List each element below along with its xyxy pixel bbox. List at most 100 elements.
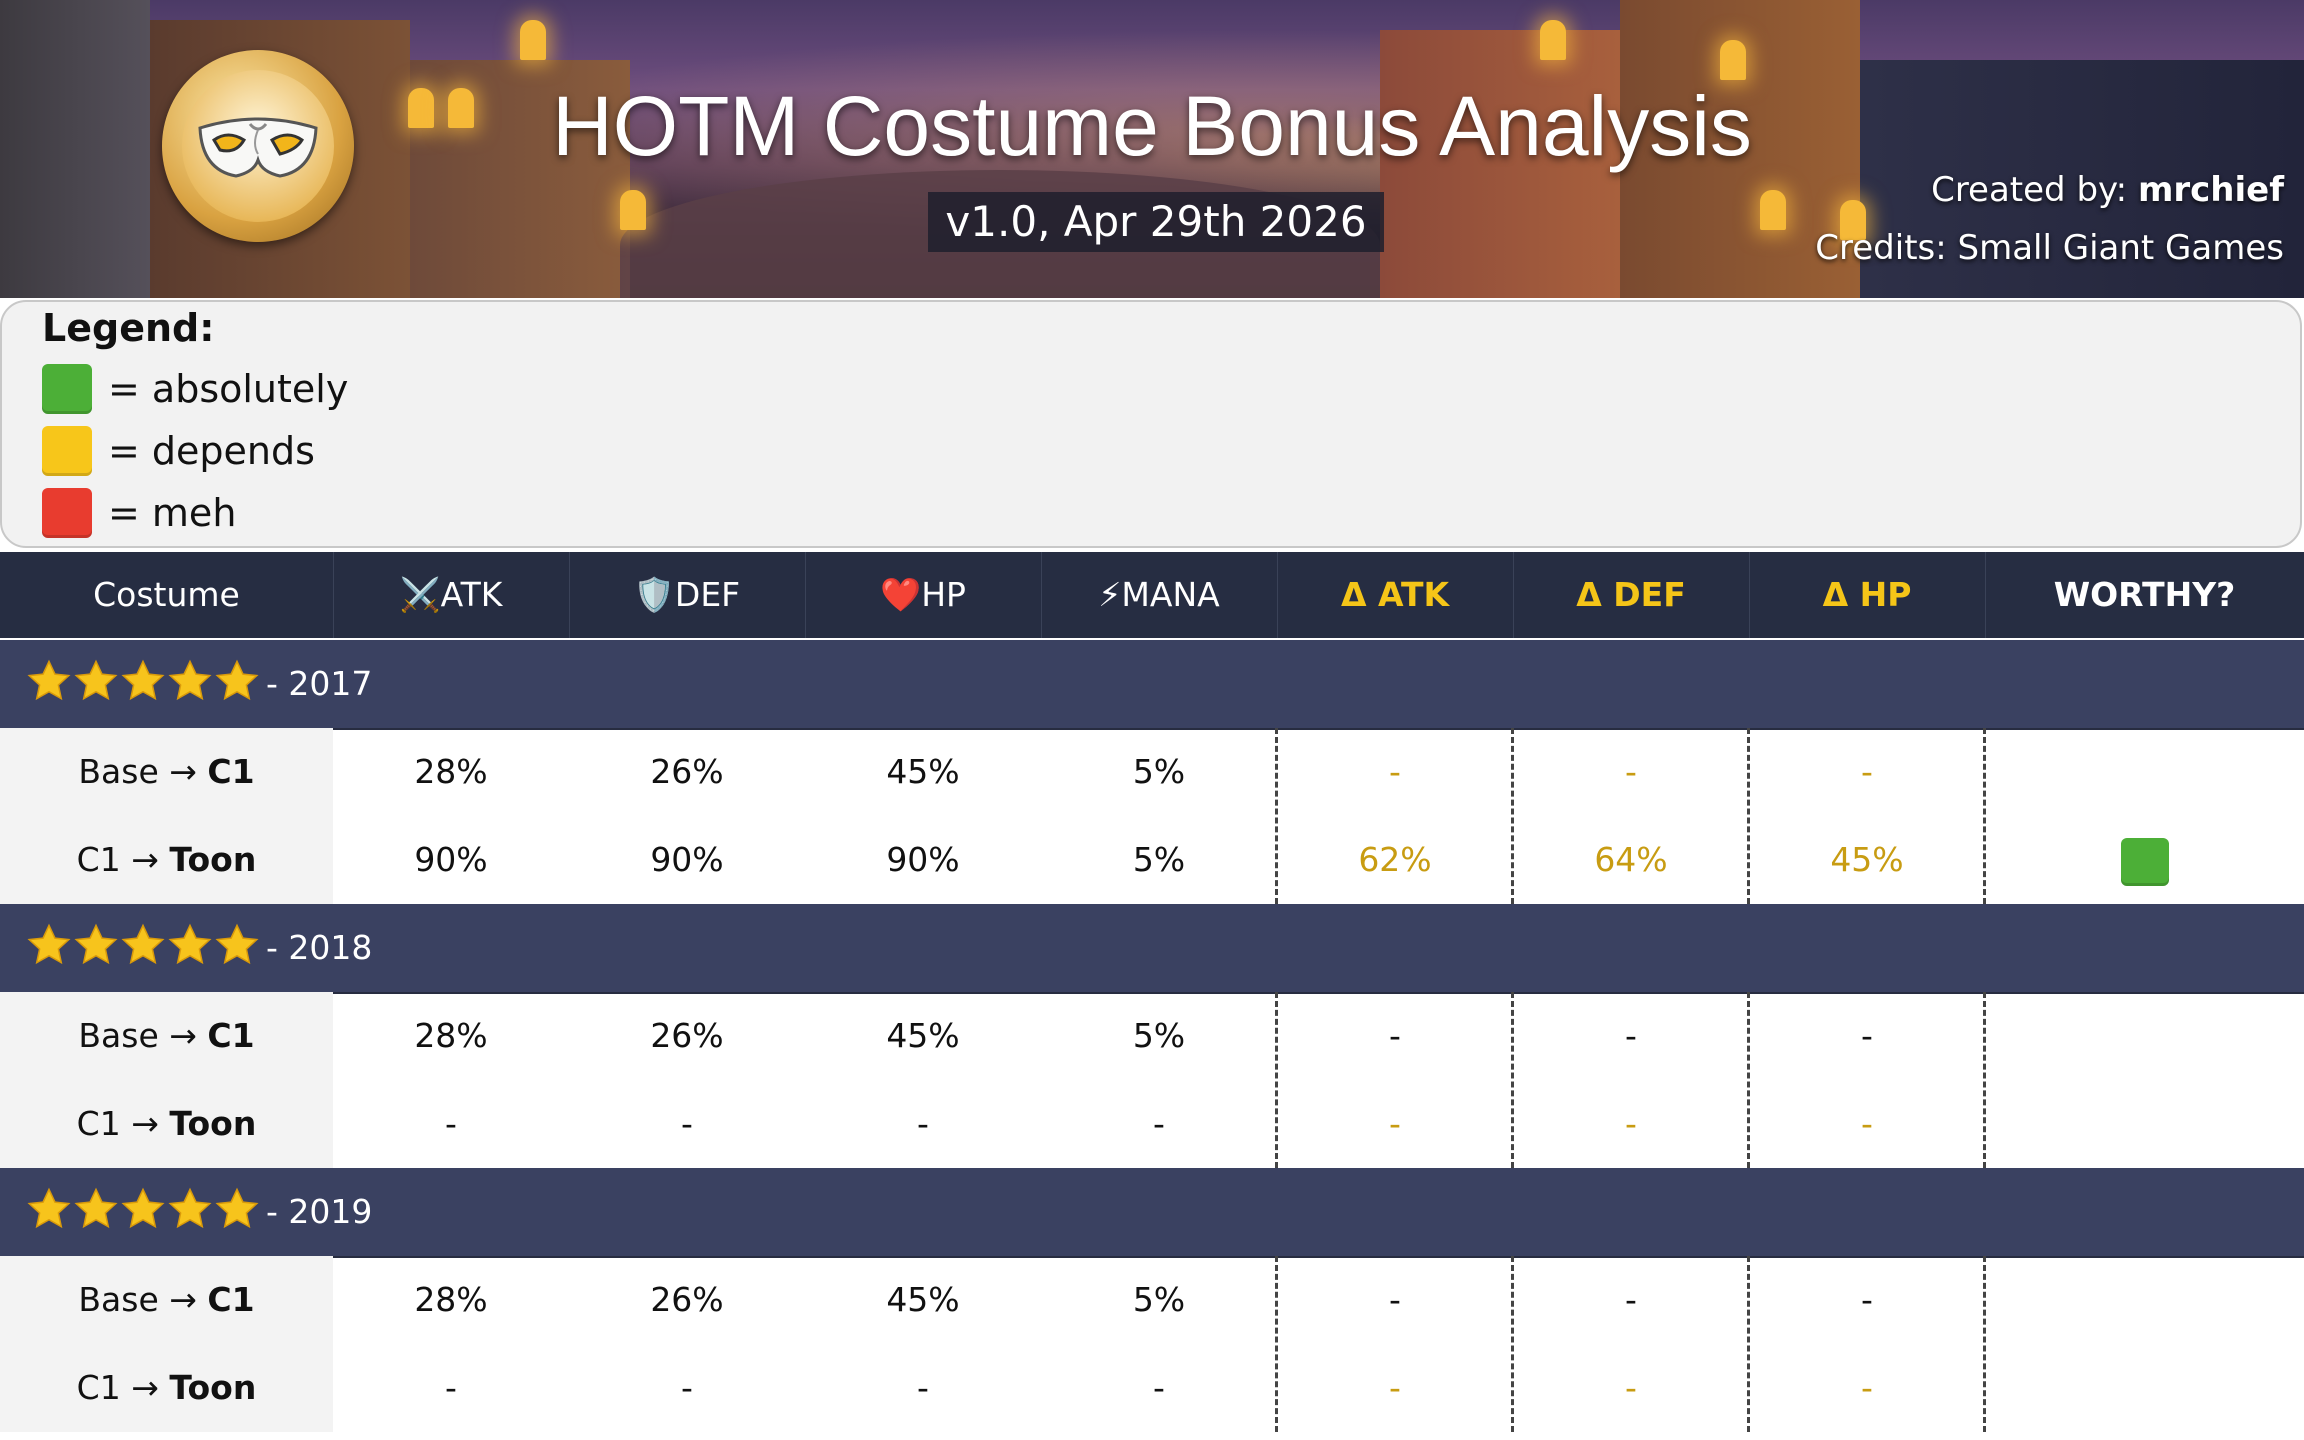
star-icon	[73, 922, 119, 968]
hp-cell: 45%	[886, 752, 960, 791]
group-year-label: - 2019	[266, 1192, 373, 1231]
step-from: C1 →	[76, 1104, 170, 1143]
legend-item-label: = depends	[108, 429, 315, 473]
five-star-rating	[26, 922, 261, 972]
legend-item-label: = absolutely	[108, 367, 349, 411]
atk-cell: 28%	[414, 1280, 488, 1319]
def-cell: -	[681, 1104, 693, 1143]
mana-cell: -	[1153, 1368, 1165, 1407]
column-divider	[1511, 1256, 1514, 1432]
legend-item-meh: = meh	[42, 488, 236, 538]
mana-cell: -	[1153, 1104, 1165, 1143]
table-row: Base → C1 28% 26% 45% 5% - - -	[0, 1256, 2304, 1346]
column-divider	[1747, 728, 1750, 904]
column-divider	[1983, 728, 1986, 904]
worthy-cell	[1985, 728, 2304, 816]
mana-cell: 5%	[1132, 1280, 1186, 1319]
legend-item-depends: = depends	[42, 426, 315, 476]
shield-icon: 🛡️	[633, 575, 675, 614]
step-from: C1 →	[76, 1368, 170, 1407]
legend-item-absolutely: = absolutely	[42, 364, 348, 414]
step-from: Base →	[78, 1016, 208, 1055]
d-hp-cell: -	[1861, 1104, 1873, 1143]
group-year-label: - 2018	[266, 928, 373, 967]
step-to: Toon	[169, 1368, 257, 1407]
red-square-icon	[42, 488, 92, 538]
mana-cell: 5%	[1132, 752, 1186, 791]
worthy-cell	[1985, 1344, 2304, 1432]
table-row: C1 → Toon - - - - - - -	[0, 1080, 2304, 1170]
column-header-delta-atk: Δ ATK	[1340, 575, 1450, 614]
five-star-rating	[26, 658, 261, 708]
green-square-icon	[42, 364, 92, 414]
costume-step-cell: C1 → Toon	[0, 1344, 333, 1434]
d-atk-cell: 62%	[1358, 840, 1432, 879]
atk-cell: -	[445, 1368, 457, 1407]
header-banner: HOTM Costume Bonus Analysis v1.0, Apr 29…	[0, 0, 2304, 298]
table-row: Base → C1 28% 26% 45% 5% - - -	[0, 992, 2304, 1082]
d-hp-cell: 45%	[1830, 840, 1904, 879]
step-from: Base →	[78, 1280, 208, 1319]
group-header-row: - 2018	[0, 904, 2304, 994]
column-divider	[1747, 1256, 1750, 1432]
d-def-cell: -	[1625, 1104, 1637, 1143]
star-icon	[167, 922, 213, 968]
carnival-mask-icon	[162, 50, 354, 242]
table-header: Costume ⚔️ATK 🛡️DEF ❤️HP ⚡MANA Δ ATK Δ D…	[0, 552, 2304, 641]
step-to: Toon	[169, 840, 257, 879]
def-cell: 26%	[650, 1016, 724, 1055]
heart-icon: ❤️	[880, 575, 922, 614]
def-cell: 90%	[650, 840, 724, 879]
page-title: HOTM Costume Bonus Analysis	[552, 79, 1752, 173]
column-header-label: DEF	[674, 575, 741, 614]
column-header-label: MANA	[1121, 575, 1220, 614]
column-header-worthy: WORTHY?	[2053, 575, 2236, 614]
created-by: Created by: mrchief	[1931, 170, 2284, 210]
costume-step-cell: Base → C1	[0, 992, 333, 1082]
costume-step-cell: Base → C1	[0, 728, 333, 818]
group-header-row: - 2017	[0, 640, 2304, 730]
lightning-icon: ⚡	[1098, 575, 1122, 614]
legend-item-label: = meh	[108, 491, 237, 535]
atk-cell: 28%	[414, 1016, 488, 1055]
step-to: C1	[207, 1280, 255, 1319]
column-divider	[1983, 1256, 1986, 1432]
five-star-rating	[26, 1186, 261, 1236]
lit-window	[1540, 20, 1566, 60]
column-divider	[1275, 992, 1278, 1168]
mana-cell: 5%	[1132, 840, 1186, 879]
legend-title: Legend:	[42, 306, 215, 350]
background-building	[1860, 60, 2304, 298]
created-by-prefix: Created by:	[1931, 170, 2138, 210]
atk-cell: 28%	[414, 752, 488, 791]
star-icon	[214, 922, 260, 968]
hp-cell: 90%	[886, 840, 960, 879]
step-to: C1	[207, 752, 255, 791]
lit-window	[1840, 200, 1866, 240]
background-building	[0, 0, 150, 298]
group-year-label: - 2017	[266, 664, 373, 703]
costume-step-cell: C1 → Toon	[0, 816, 333, 906]
column-header-delta-hp: Δ HP	[1822, 575, 1912, 614]
column-header-label: ATK	[440, 575, 503, 614]
d-hp-cell: -	[1861, 1280, 1873, 1319]
star-icon	[120, 1186, 166, 1232]
atk-cell: 90%	[414, 840, 488, 879]
credits: Credits: Small Giant Games	[1815, 228, 2284, 268]
hp-cell: -	[917, 1104, 929, 1143]
lit-window	[620, 190, 646, 230]
mana-cell: 5%	[1132, 1016, 1186, 1055]
d-def-cell: -	[1625, 1280, 1637, 1319]
hp-cell: -	[917, 1368, 929, 1407]
d-def-cell: -	[1625, 752, 1637, 791]
star-icon	[120, 658, 166, 704]
group-header-row: - 2019	[0, 1168, 2304, 1258]
column-header-label: HP	[921, 575, 966, 614]
costume-step-cell: Base → C1	[0, 1256, 333, 1346]
d-atk-cell: -	[1389, 1104, 1401, 1143]
column-header-delta-def: Δ DEF	[1576, 575, 1686, 614]
def-cell: 26%	[650, 752, 724, 791]
d-hp-cell: -	[1861, 752, 1873, 791]
author-name: mrchief	[2137, 170, 2284, 210]
d-atk-cell: -	[1389, 1280, 1401, 1319]
